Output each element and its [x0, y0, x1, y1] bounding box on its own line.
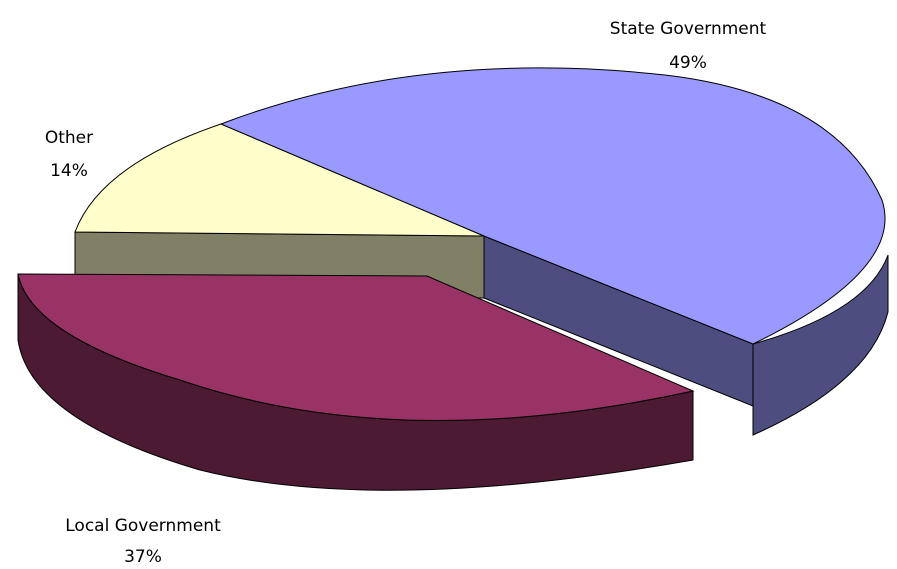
pie-slice-local-government [17, 273, 695, 491]
label-local-government: Local Government [65, 516, 221, 536]
pie-slice-local-government-top [17, 273, 695, 421]
pie-slice-state-government [219, 67, 889, 436]
pie-slice-state-government-top [219, 67, 886, 345]
label-other: Other [45, 128, 93, 148]
value-other: 14% [50, 161, 88, 181]
pie-slice-other-top [74, 123, 485, 237]
value-state-government: 49% [669, 53, 707, 73]
value-local-government: 37% [124, 547, 162, 567]
pie-slice-state-government-outer-side [752, 254, 889, 436]
label-state-government: State Government [610, 19, 767, 39]
